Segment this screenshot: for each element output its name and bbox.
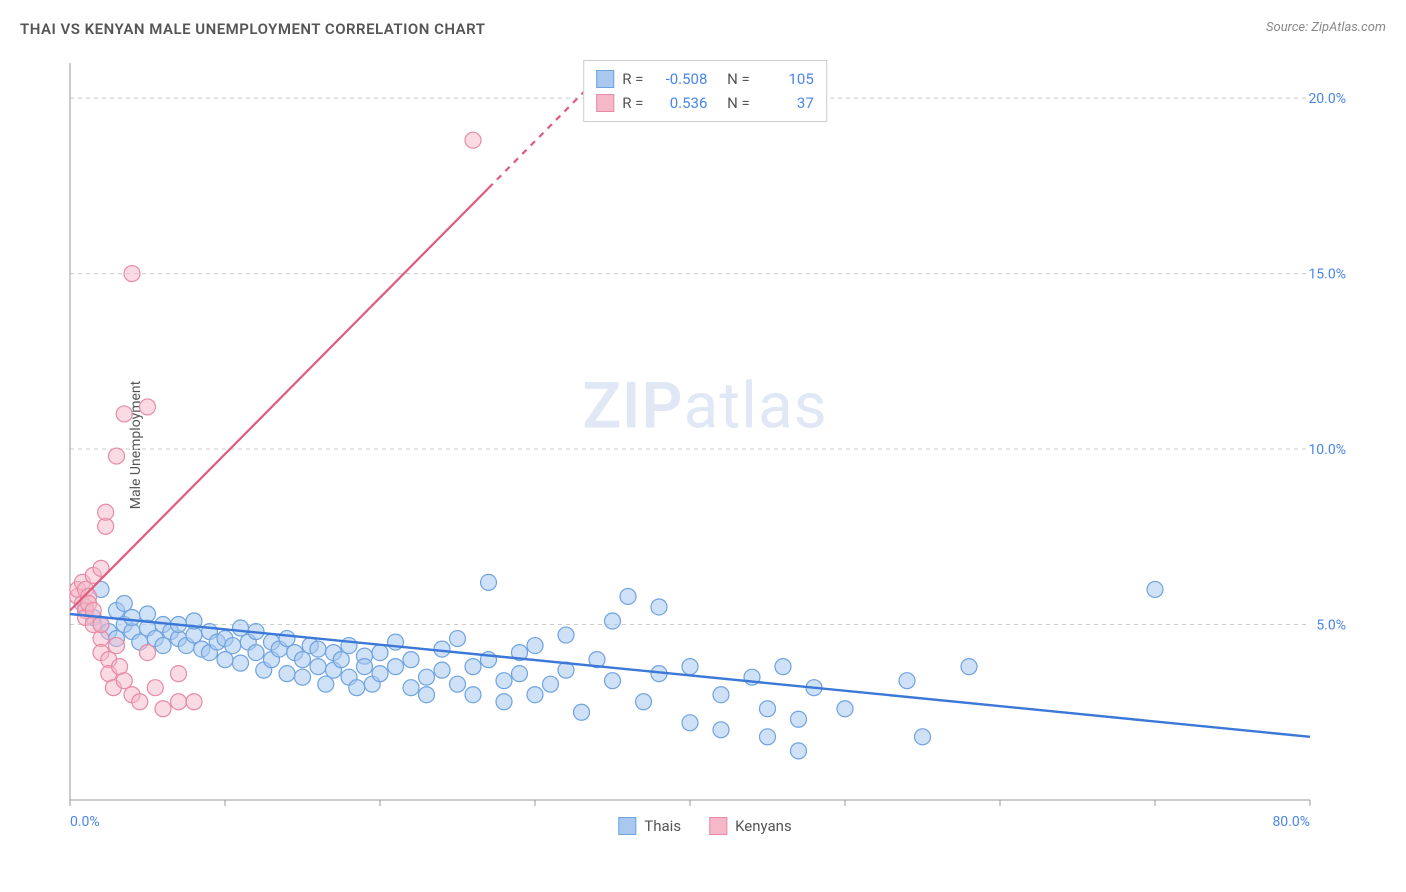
r-label: R = <box>622 91 643 115</box>
r-value-kenyans: 0.536 <box>651 91 707 115</box>
legend-swatch-thais <box>618 817 636 835</box>
legend-label-kenyans: Kenyans <box>735 817 792 835</box>
chart-title: THAI VS KENYAN MALE UNEMPLOYMENT CORRELA… <box>20 20 485 38</box>
n-value-kenyans: 37 <box>758 91 814 115</box>
stats-row-kenyans: R = 0.536 N = 37 <box>596 91 814 115</box>
n-label: N = <box>727 91 750 115</box>
legend: Thais Kenyans <box>618 817 791 835</box>
legend-swatch-kenyans <box>709 817 727 835</box>
swatch-kenyans <box>596 94 614 112</box>
n-value-thais: 105 <box>758 67 814 91</box>
n-label: N = <box>727 67 750 91</box>
plot-area: Male Unemployment ZIPatlas R = -0.508 N … <box>60 55 1350 835</box>
r-label: R = <box>622 67 643 91</box>
source-attribution: Source: ZipAtlas.com <box>1266 20 1386 35</box>
r-value-thais: -0.508 <box>651 67 707 91</box>
stats-row-thais: R = -0.508 N = 105 <box>596 67 814 91</box>
svg-text:20.0%: 20.0% <box>1308 91 1346 107</box>
stats-box: R = -0.508 N = 105 R = 0.536 N = 37 <box>583 60 827 122</box>
svg-text:0.0%: 0.0% <box>70 814 100 830</box>
swatch-thais <box>596 70 614 88</box>
svg-text:10.0%: 10.0% <box>1308 442 1346 458</box>
svg-text:5.0%: 5.0% <box>1316 618 1346 634</box>
legend-item-thais: Thais <box>618 817 681 835</box>
legend-item-kenyans: Kenyans <box>709 817 792 835</box>
scatter-chart: 5.0% 10.0% 15.0% 20.0% 0.0% 80.0% <box>60 55 1350 835</box>
svg-text:15.0%: 15.0% <box>1308 267 1346 283</box>
legend-label-thais: Thais <box>644 817 681 835</box>
svg-text:80.0%: 80.0% <box>1272 814 1310 830</box>
